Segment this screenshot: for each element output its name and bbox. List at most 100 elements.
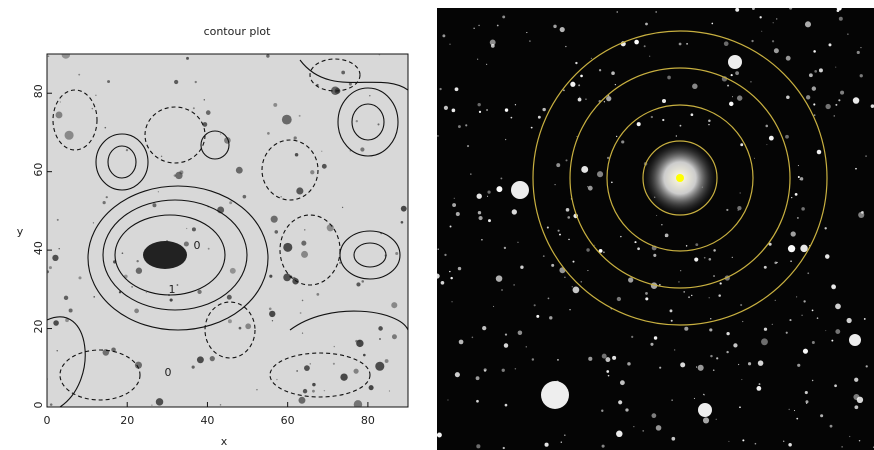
image-spot xyxy=(302,300,304,302)
image-spot xyxy=(53,320,59,326)
star xyxy=(748,362,751,365)
image-spot xyxy=(60,101,61,102)
star xyxy=(728,441,729,442)
image-spot xyxy=(385,359,389,363)
image-spot xyxy=(52,255,58,261)
image-spot xyxy=(122,252,124,254)
star xyxy=(538,116,541,119)
star xyxy=(678,281,679,282)
star xyxy=(759,383,761,385)
star xyxy=(829,43,832,46)
star xyxy=(594,245,595,246)
star xyxy=(565,159,567,161)
star xyxy=(454,198,455,199)
image-spot xyxy=(356,282,360,286)
star xyxy=(813,50,816,53)
image-spot xyxy=(316,293,319,296)
star xyxy=(564,277,565,278)
image-spot xyxy=(295,153,299,157)
image-spot xyxy=(296,370,298,372)
star xyxy=(504,343,508,347)
star xyxy=(549,316,552,319)
star xyxy=(825,254,830,259)
star xyxy=(493,306,494,307)
star xyxy=(812,86,816,90)
star xyxy=(591,58,592,59)
star xyxy=(809,73,813,77)
star xyxy=(611,71,615,75)
star xyxy=(564,434,565,435)
image-spot xyxy=(275,230,279,234)
star xyxy=(732,257,733,258)
star xyxy=(834,384,837,387)
image-spot xyxy=(302,333,303,334)
star xyxy=(786,332,788,334)
star xyxy=(542,108,545,111)
y-tick-label: 0 xyxy=(32,402,45,409)
star xyxy=(791,231,796,236)
star xyxy=(637,247,640,250)
star xyxy=(667,76,671,80)
image-spot xyxy=(220,404,222,406)
star xyxy=(841,446,842,447)
star xyxy=(726,332,729,335)
star xyxy=(740,304,742,306)
star-field xyxy=(437,8,874,450)
star xyxy=(861,211,864,214)
star xyxy=(662,99,666,103)
star xyxy=(671,400,672,401)
star xyxy=(633,426,634,427)
star xyxy=(654,336,657,339)
star xyxy=(470,173,471,174)
star xyxy=(625,408,628,411)
star xyxy=(708,119,711,122)
image-spot xyxy=(395,252,398,255)
star xyxy=(783,441,784,442)
star xyxy=(751,40,753,42)
image-spot xyxy=(95,95,96,96)
image-spot xyxy=(389,390,390,391)
image-spot xyxy=(59,248,60,249)
star xyxy=(691,295,692,296)
star xyxy=(450,277,452,279)
star xyxy=(860,74,863,77)
star xyxy=(565,46,566,47)
star xyxy=(581,281,582,282)
image-spot xyxy=(369,95,370,96)
star xyxy=(536,315,539,318)
star xyxy=(620,380,625,385)
image-spot xyxy=(184,241,189,246)
y-tick-label: 60 xyxy=(32,163,45,177)
star xyxy=(496,186,502,192)
image-spot xyxy=(56,112,63,119)
x-tick-label: 40 xyxy=(200,414,214,427)
star xyxy=(437,135,438,136)
star xyxy=(752,7,755,10)
image-spot xyxy=(93,296,95,298)
star xyxy=(437,433,442,438)
image-spot xyxy=(334,346,335,347)
star xyxy=(513,284,515,286)
star xyxy=(566,208,570,212)
star xyxy=(853,394,859,400)
bright-star xyxy=(728,55,742,69)
star xyxy=(692,84,698,90)
star xyxy=(750,81,751,82)
star xyxy=(452,203,456,207)
star xyxy=(825,330,826,331)
star xyxy=(503,447,505,449)
image-spot xyxy=(197,356,204,363)
star xyxy=(866,365,868,367)
star xyxy=(451,301,452,302)
bright-star xyxy=(849,334,861,346)
image-spot xyxy=(333,363,335,365)
star xyxy=(742,321,743,322)
star xyxy=(789,319,791,321)
star xyxy=(797,364,800,367)
star xyxy=(502,15,505,18)
star xyxy=(455,87,459,91)
star xyxy=(563,90,565,92)
star xyxy=(505,404,508,407)
image-spot xyxy=(208,248,210,250)
image-spot xyxy=(156,398,163,405)
